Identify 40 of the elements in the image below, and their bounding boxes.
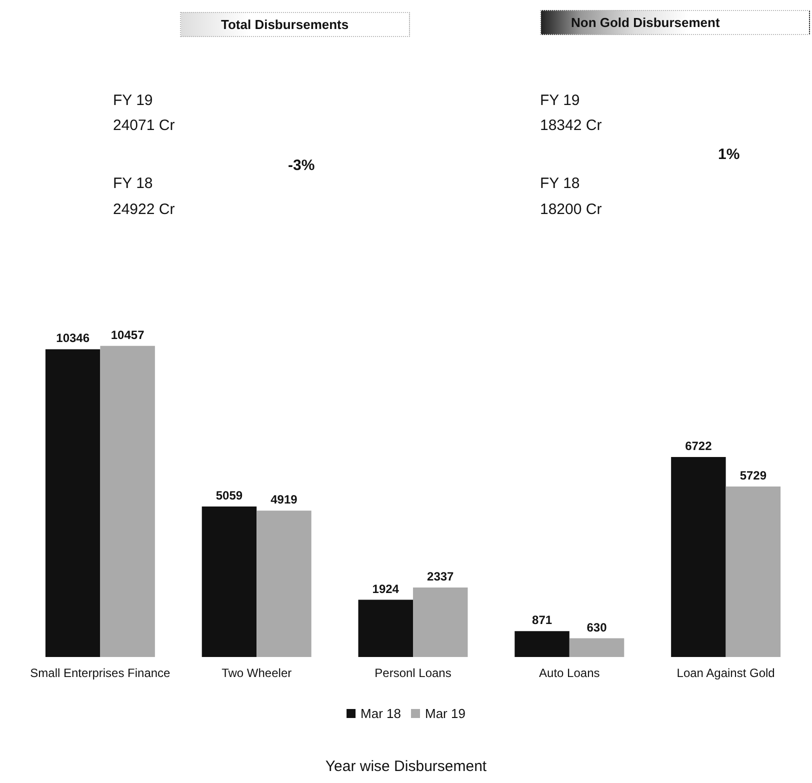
bar bbox=[514, 631, 570, 657]
data-label: 5059 bbox=[216, 488, 243, 502]
text: Year wise Disbursement bbox=[325, 758, 488, 775]
text: FY 19 bbox=[540, 92, 580, 109]
text: 18342 Cr bbox=[540, 117, 602, 134]
bar bbox=[413, 587, 468, 657]
x-tick-label: Auto Loans bbox=[539, 666, 600, 680]
text: FY 18 bbox=[540, 175, 580, 192]
data-label: 2337 bbox=[427, 569, 454, 584]
text: Non Gold Disbursement bbox=[540, 10, 810, 35]
bar bbox=[45, 349, 100, 657]
data-label: 6722 bbox=[685, 439, 712, 454]
data-label: 4919 bbox=[270, 492, 298, 507]
text: 24922 Cr bbox=[113, 201, 175, 218]
text: Total Disbursements bbox=[180, 12, 410, 37]
x-tick-label: Personl Loans bbox=[374, 666, 452, 680]
data-label: 630 bbox=[586, 620, 608, 634]
data-label: 871 bbox=[532, 613, 552, 628]
bar bbox=[202, 506, 257, 657]
text: 24071 Cr bbox=[113, 117, 175, 134]
data-label: 10346 bbox=[56, 331, 90, 346]
bar bbox=[671, 457, 726, 657]
data-label: 1924 bbox=[372, 582, 400, 596]
data-label: 5729 bbox=[740, 468, 767, 483]
legend-label: Mar 19 bbox=[425, 706, 466, 721]
text: FY 19 bbox=[113, 92, 153, 109]
bar bbox=[726, 486, 781, 657]
text: 18200 Cr bbox=[540, 201, 602, 218]
bar bbox=[358, 600, 413, 657]
x-tick-label: Small Enterprises Finance bbox=[30, 666, 171, 680]
bar bbox=[100, 346, 155, 657]
bar bbox=[569, 638, 624, 657]
x-tick-label: Loan Against Gold bbox=[676, 666, 775, 680]
legend-label: Mar 18 bbox=[360, 706, 402, 721]
text: -3% bbox=[288, 157, 315, 174]
bar bbox=[256, 510, 312, 657]
x-tick-label: Two Wheeler bbox=[222, 666, 292, 680]
data-label: 10457 bbox=[110, 328, 145, 342]
text: 1% bbox=[718, 146, 740, 163]
text: FY 18 bbox=[113, 175, 153, 192]
